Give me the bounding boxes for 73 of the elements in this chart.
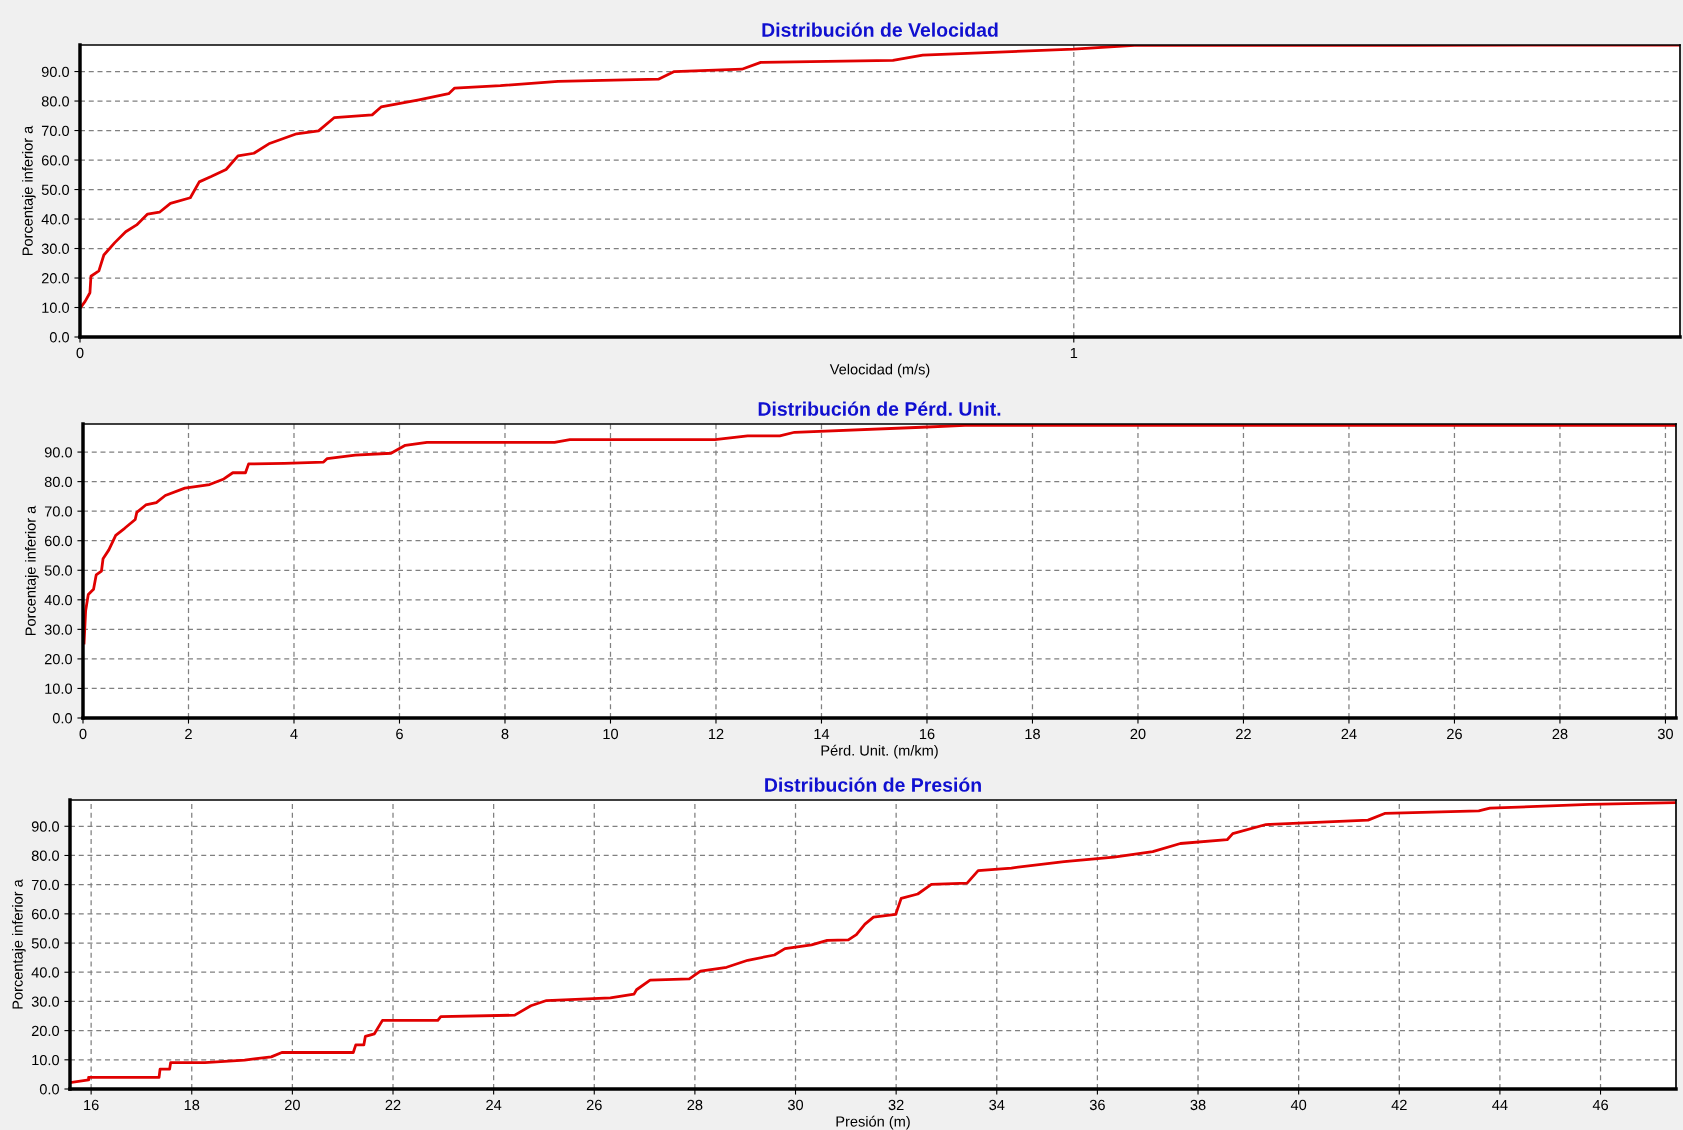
y-tick-label: 0.0 <box>39 1084 60 1095</box>
y-tick-label: 40.0 <box>31 967 60 978</box>
x-tick-label: 14 <box>814 728 830 739</box>
y-tick-label: 50.0 <box>44 565 73 576</box>
y-tick-label: 90.0 <box>31 821 60 832</box>
y-tick-label: 20.0 <box>41 273 70 284</box>
x-tick-label: 24 <box>1341 728 1357 739</box>
y-axis-title: Porcentaje inferior a <box>22 125 36 256</box>
x-tick-label: 46 <box>1592 1099 1608 1111</box>
y-tick-label: 70.0 <box>44 506 73 517</box>
x-tick-label: 34 <box>989 1099 1005 1111</box>
chart-title: Distribución de Presión <box>765 777 981 792</box>
x-tick-label: 18 <box>1025 728 1040 740</box>
x-tick-label: 28 <box>687 1099 703 1111</box>
y-tick-label: 10.0 <box>32 1054 60 1066</box>
y-tick-label: 70.0 <box>41 125 70 136</box>
x-axis-title: Presión (m) <box>836 1115 910 1130</box>
x-axis-title: Pérd. Unit. (m/km) <box>821 744 938 759</box>
y-tick-label: 70.0 <box>31 879 60 891</box>
x-axis-title: Velocidad (m/s) <box>829 363 930 378</box>
y-tick-label: 80.0 <box>31 850 60 861</box>
x-tick-label: 26 <box>586 1099 602 1111</box>
y-tick-label: 90.0 <box>44 447 73 458</box>
y-tick-label: 10.0 <box>45 683 73 694</box>
x-tick-label: 36 <box>1089 1099 1105 1111</box>
x-tick-label: 30 <box>787 1099 804 1111</box>
x-tick-label: 16 <box>84 1099 99 1111</box>
chart-title: Distribución de Pérd. Unit. <box>758 401 1001 416</box>
x-tick-label: 38 <box>1190 1099 1206 1111</box>
y-tick-label: 60.0 <box>31 908 60 920</box>
x-tick-label: 8 <box>501 728 509 740</box>
y-tick-label: 90.0 <box>41 66 70 77</box>
y-tick-label: 80.0 <box>44 476 73 488</box>
y-tick-label: 40.0 <box>44 594 73 606</box>
y-tick-label: 0.0 <box>49 332 70 343</box>
x-tick-label: 30 <box>1657 728 1673 740</box>
x-tick-label: 0 <box>79 728 87 740</box>
x-tick-label: 18 <box>184 1099 200 1111</box>
x-tick-label: 24 <box>486 1099 502 1110</box>
x-tick-label: 0 <box>76 347 84 359</box>
y-tick-label: 40.0 <box>41 214 70 225</box>
x-tick-label: 26 <box>1447 728 1462 740</box>
x-tick-label: 20 <box>1130 728 1146 740</box>
x-tick-label: 42 <box>1391 1099 1407 1110</box>
x-tick-label: 32 <box>888 1099 904 1111</box>
y-tick-label: 60.0 <box>41 155 70 166</box>
chart-title: Distribución de Velocidad <box>762 22 998 37</box>
x-tick-label: 12 <box>708 728 724 739</box>
x-tick-label: 1 <box>1070 347 1078 358</box>
y-tick-label: 50.0 <box>41 184 70 195</box>
x-tick-label: 28 <box>1552 728 1568 740</box>
x-tick-label: 16 <box>919 728 935 740</box>
y-tick-label: 20.0 <box>44 654 73 665</box>
y-axis-title: Porcentaje inferior a <box>25 505 39 636</box>
y-tick-label: 0.0 <box>52 713 73 724</box>
x-tick-label: 4 <box>290 728 298 739</box>
y-tick-label: 30.0 <box>41 243 70 254</box>
y-tick-label: 50.0 <box>31 938 60 949</box>
x-tick-label: 22 <box>1236 728 1251 739</box>
y-tick-label: 10.0 <box>42 302 70 313</box>
x-tick-label: 6 <box>396 728 403 740</box>
x-tick-label: 22 <box>385 1099 401 1110</box>
y-axis-title: Porcentaje inferior a <box>12 879 26 1009</box>
y-tick-label: 80.0 <box>41 96 70 107</box>
x-tick-label: 20 <box>285 1099 300 1111</box>
y-tick-label: 20.0 <box>31 1025 60 1037</box>
x-tick-label: 40 <box>1290 1099 1307 1111</box>
x-tick-label: 2 <box>185 728 192 739</box>
y-tick-label: 30.0 <box>31 996 60 1007</box>
x-tick-label: 10 <box>603 728 619 740</box>
y-tick-label: 30.0 <box>44 624 73 635</box>
x-tick-label: 44 <box>1492 1099 1508 1110</box>
y-tick-label: 60.0 <box>44 535 73 547</box>
